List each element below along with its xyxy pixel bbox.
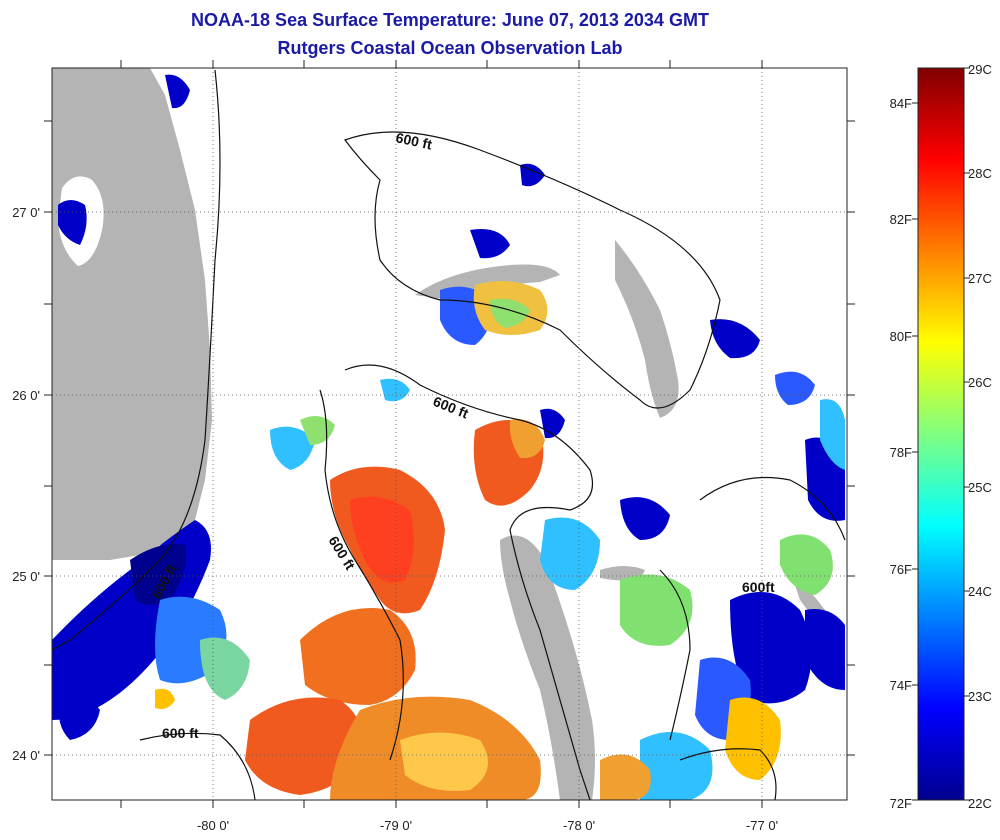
map-title-line2: Rutgers Coastal Ocean Observation Lab [277,38,623,58]
celsius-label: 22C [968,796,992,811]
fahrenheit-label: 82F [890,212,912,227]
lat-label: 25 0' [12,569,40,584]
contour-tongue-of-ocean [659,569,691,741]
lon-label: -80 0' [197,818,229,833]
lat-label: 24 0' [12,748,40,763]
colorbar-fahrenheit-labels: 84F 82F 80F 78F 76F 74F 72F [890,96,912,811]
celsius-label: 28C [968,166,992,181]
contour-little-bahama-bank [344,131,721,409]
celsius-label: 23C [968,689,992,704]
lon-label: -78 0' [563,818,595,833]
map-ticks [44,60,855,808]
contour-south-east [679,748,777,800]
abaco-island [615,240,679,418]
fahrenheit-label: 84F [890,96,912,111]
map-title-line1: NOAA-18 Sea Surface Temperature: June 07… [191,10,709,30]
graticule [52,68,847,800]
colorbar-gradient [917,67,965,801]
celsius-label: 26C [968,375,992,390]
lon-label: -77 0' [746,818,778,833]
sst-observations [52,74,845,800]
andros-island [500,535,595,800]
map-area: 600 ft 600 ft 600 ft 600 ft 600ft 600 ft [52,68,847,800]
depth-contours [52,69,846,800]
contour-label: 600 ft [162,725,199,741]
fahrenheit-label: 80F [890,329,912,344]
contour-exuma-sound [699,476,846,541]
fahrenheit-label: 72F [890,796,912,811]
latitude-labels: 27 0' 26 0' 25 0' 24 0' [12,205,40,763]
contour-west-channel [319,389,404,761]
contour-label: 600 ft [394,129,433,152]
longitude-labels: -80 0' -79 0' -78 0' -77 0' [197,818,778,833]
colorbar-celsius-labels: 29C 28C 27C 26C 25C 24C 23C 22C [968,62,992,811]
celsius-label: 29C [968,62,992,77]
colorbar: 29C 28C 27C 26C 25C 24C 23C 22C 84F 82F … [890,62,992,811]
contour-great-bahama-bank [344,364,594,800]
colorbar-ticks [912,67,970,801]
contour-label: 600ft [742,579,775,595]
lat-label: 27 0' [12,205,40,220]
fahrenheit-label: 78F [890,445,912,460]
celsius-label: 27C [968,271,992,286]
lon-label: -79 0' [380,818,412,833]
celsius-label: 25C [968,480,992,495]
fahrenheit-label: 74F [890,678,912,693]
lat-label: 26 0' [12,388,40,403]
contour-southwest [139,732,256,800]
map-frame [51,67,848,801]
fahrenheit-label: 76F [890,562,912,577]
celsius-label: 24C [968,584,992,599]
contour-florida-shelf [52,69,221,651]
